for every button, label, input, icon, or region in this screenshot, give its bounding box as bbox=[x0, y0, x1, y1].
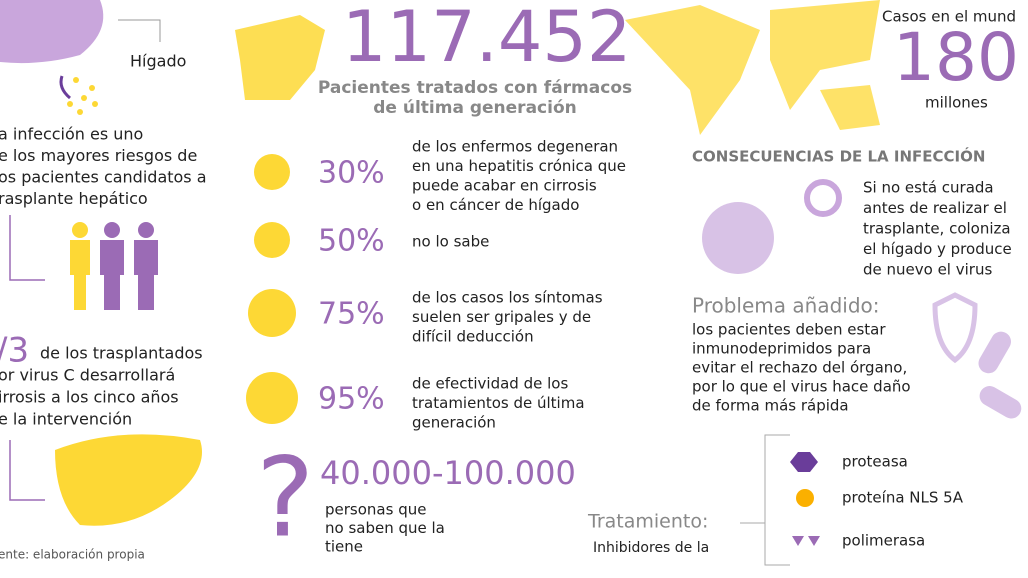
liver-icon bbox=[0, 0, 104, 64]
stat-value: 75% bbox=[318, 297, 385, 332]
question-mark: ? bbox=[256, 433, 314, 561]
bracket bbox=[764, 434, 790, 566]
stat-dot bbox=[248, 289, 296, 337]
treatment-item: proteína NLS 5A bbox=[842, 489, 964, 507]
body-text: rasplante hepático bbox=[0, 189, 148, 208]
body-text: inmunodeprimidos para bbox=[692, 340, 871, 358]
bracket bbox=[9, 215, 45, 281]
stat-value: 95% bbox=[318, 382, 385, 417]
stat-text: generación bbox=[412, 414, 496, 432]
stat-text: de los casos los síntomas bbox=[412, 289, 603, 307]
pill-icon bbox=[979, 386, 1022, 419]
stat-text: tratamientos de última bbox=[412, 394, 585, 412]
body-text: Si no está curada bbox=[863, 179, 994, 197]
dots bbox=[67, 77, 98, 115]
stat-text: de los enfermos degeneran bbox=[412, 138, 618, 156]
people-icon bbox=[70, 222, 158, 310]
protease-icon bbox=[790, 452, 818, 472]
stat-text: puede acabar en cirrosis bbox=[412, 177, 597, 195]
treatment-item: polimerasa bbox=[842, 532, 925, 550]
stat-text: o en cáncer de hígado bbox=[412, 196, 579, 214]
world-number: 180 bbox=[893, 19, 1019, 96]
stat-dot bbox=[254, 222, 290, 258]
body-text: de forma más rápida bbox=[692, 397, 849, 415]
stat-value: 30% bbox=[318, 156, 385, 191]
body-text: a infección es uno bbox=[0, 125, 143, 144]
label: Casos en el mund bbox=[882, 8, 1016, 26]
fraction: /3 bbox=[0, 331, 29, 371]
body-text: evitar el rechazo del órgano, bbox=[692, 359, 907, 377]
subtitle: de última generación bbox=[373, 98, 576, 118]
body-text: or virus C desarrollará bbox=[0, 366, 175, 385]
stat-dot bbox=[254, 154, 290, 190]
shield-icon bbox=[932, 292, 978, 364]
body-text: de los trasplantados bbox=[40, 344, 203, 363]
polymerase-icon bbox=[792, 536, 820, 546]
body-text: tiene bbox=[325, 538, 363, 556]
stat-text: de efectividad de los bbox=[412, 375, 568, 393]
pill-icon bbox=[978, 331, 1011, 374]
virus-icon-small bbox=[804, 179, 842, 217]
body-text: el hígado y produce bbox=[863, 240, 1012, 258]
body-text: Inhibidores de la bbox=[593, 540, 709, 556]
body-text: irrosis a los cinco años bbox=[0, 388, 179, 407]
body-text: antes de realizar el bbox=[863, 199, 1007, 217]
treatment-item: proteasa bbox=[842, 453, 908, 471]
label: millones bbox=[925, 94, 988, 112]
unknown-number: 40.000-100.000 bbox=[320, 454, 576, 492]
body-text: e la intervención bbox=[0, 410, 132, 429]
body-text: los pacientes deben estar bbox=[692, 321, 886, 339]
section-title: CONSECUENCIAS DE LA INFECCIÓN bbox=[692, 147, 985, 166]
body-text: personas que bbox=[325, 501, 426, 519]
leader-line bbox=[118, 19, 161, 42]
protein-icon bbox=[796, 489, 814, 507]
section-title: Problema añadido: bbox=[692, 294, 880, 318]
bracket bbox=[9, 440, 45, 501]
stat-value: 50% bbox=[318, 224, 385, 259]
body-text: trasplante, coloniza bbox=[863, 220, 1011, 238]
stat-text: suelen ser gripales y de bbox=[412, 308, 591, 326]
body-text: os pacientes candidatos a bbox=[0, 168, 207, 187]
world-map bbox=[625, 0, 880, 135]
arrow bbox=[59, 75, 71, 100]
body-text: de nuevo el virus bbox=[863, 261, 992, 279]
headline: 117.452 bbox=[342, 0, 631, 78]
source: ente: elaboración propia bbox=[0, 548, 145, 562]
virus-icon bbox=[702, 202, 774, 274]
section-title: Tratamiento: bbox=[587, 511, 708, 533]
cirrhotic-liver bbox=[55, 434, 202, 526]
subtitle: Pacientes tratados con fármacos bbox=[318, 78, 632, 98]
body-text: por lo que el virus hace daño bbox=[692, 378, 911, 396]
stat-text: no lo sabe bbox=[412, 233, 489, 251]
label: Hígado bbox=[130, 52, 186, 71]
stat-text: difícil deducción bbox=[412, 328, 534, 346]
body-text: e los mayores riesgos de bbox=[0, 146, 197, 165]
body-text: no saben que la bbox=[325, 519, 445, 537]
stat-dot bbox=[246, 372, 298, 424]
spain-map bbox=[235, 15, 325, 100]
stat-text: en una hepatitis crónica que bbox=[412, 157, 626, 175]
